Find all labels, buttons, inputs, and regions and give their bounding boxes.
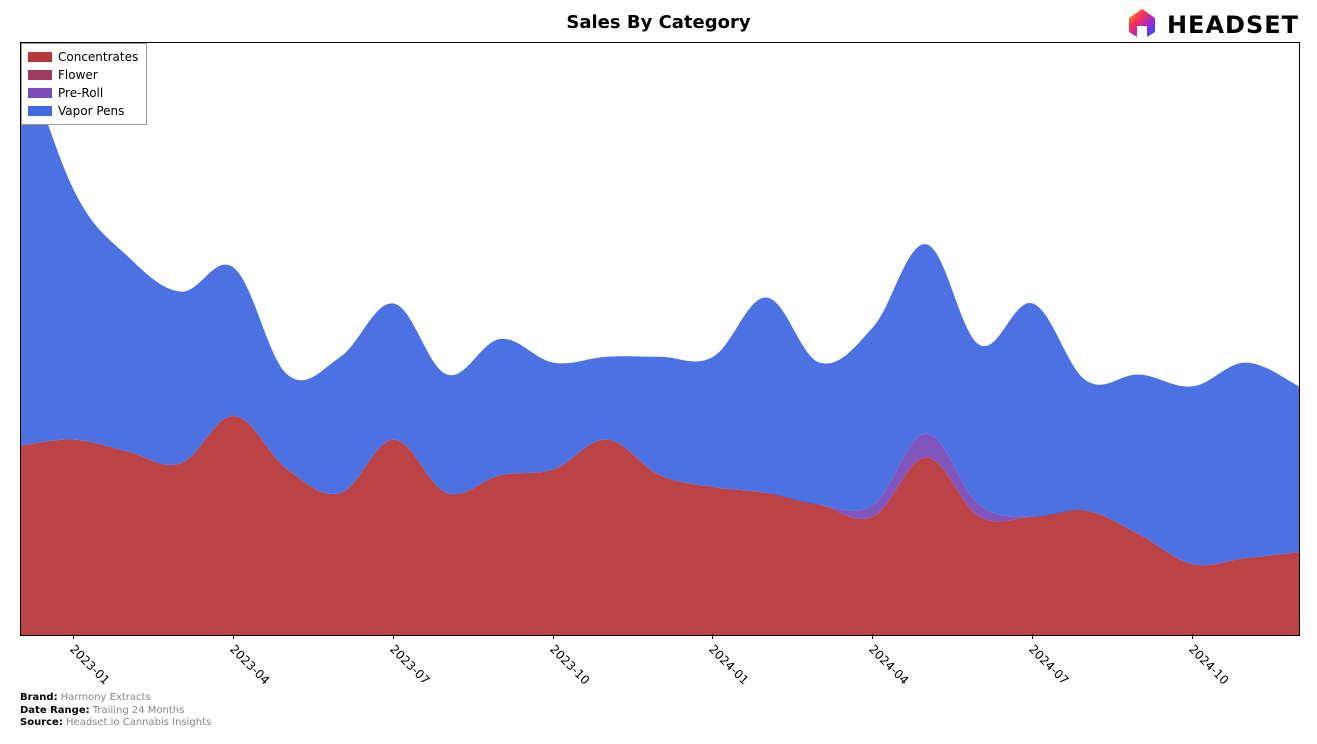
legend-swatch — [28, 52, 52, 62]
x-tick-label: 2023-04 — [227, 642, 272, 687]
x-tick-label: 2023-07 — [387, 642, 432, 687]
legend-label: Pre-Roll — [58, 86, 103, 100]
legend-item-flower: Flower — [28, 66, 138, 84]
legend-item-vapor-pens: Vapor Pens — [28, 102, 138, 120]
x-tick-label: 2023-01 — [67, 642, 112, 687]
x-tick-label: 2024-07 — [1026, 642, 1071, 687]
legend-item-pre-roll: Pre-Roll — [28, 84, 138, 102]
x-tick-mark — [73, 634, 74, 639]
headset-logo: HEADSET — [1125, 6, 1299, 44]
legend: Concentrates Flower Pre-Roll Vapor Pens — [21, 43, 147, 125]
chart-plot-area: Concentrates Flower Pre-Roll Vapor Pens — [20, 42, 1300, 636]
x-tick-mark — [393, 634, 394, 639]
legend-label: Vapor Pens — [58, 104, 124, 118]
x-tick-mark — [553, 634, 554, 639]
footer-source: Source: Headset.io Cannabis Insights — [20, 717, 211, 730]
chart-footer: Brand: Harmony Extracts Date Range: Trai… — [20, 692, 211, 730]
legend-label: Flower — [58, 68, 98, 82]
x-tick-mark — [872, 634, 873, 639]
logo-icon — [1125, 6, 1159, 44]
x-tick-mark — [712, 634, 713, 639]
x-tick-label: 2023-10 — [547, 642, 592, 687]
footer-date-range: Date Range: Trailing 24 Months — [20, 705, 211, 718]
x-tick-mark — [1032, 634, 1033, 639]
x-tick-mark — [233, 634, 234, 639]
legend-swatch — [28, 70, 52, 80]
footer-brand: Brand: Harmony Extracts — [20, 692, 211, 705]
legend-label: Concentrates — [58, 50, 138, 64]
legend-swatch — [28, 88, 52, 98]
legend-item-concentrates: Concentrates — [28, 48, 138, 66]
x-tick-label: 2024-01 — [706, 642, 751, 687]
chart-title: Sales By Category — [0, 12, 1317, 33]
legend-swatch — [28, 106, 52, 116]
x-tick-mark — [1192, 634, 1193, 639]
logo-text: HEADSET — [1167, 11, 1299, 39]
x-tick-label: 2024-10 — [1186, 642, 1231, 687]
stacked-area-svg — [21, 43, 1299, 635]
x-tick-label: 2024-04 — [866, 642, 911, 687]
